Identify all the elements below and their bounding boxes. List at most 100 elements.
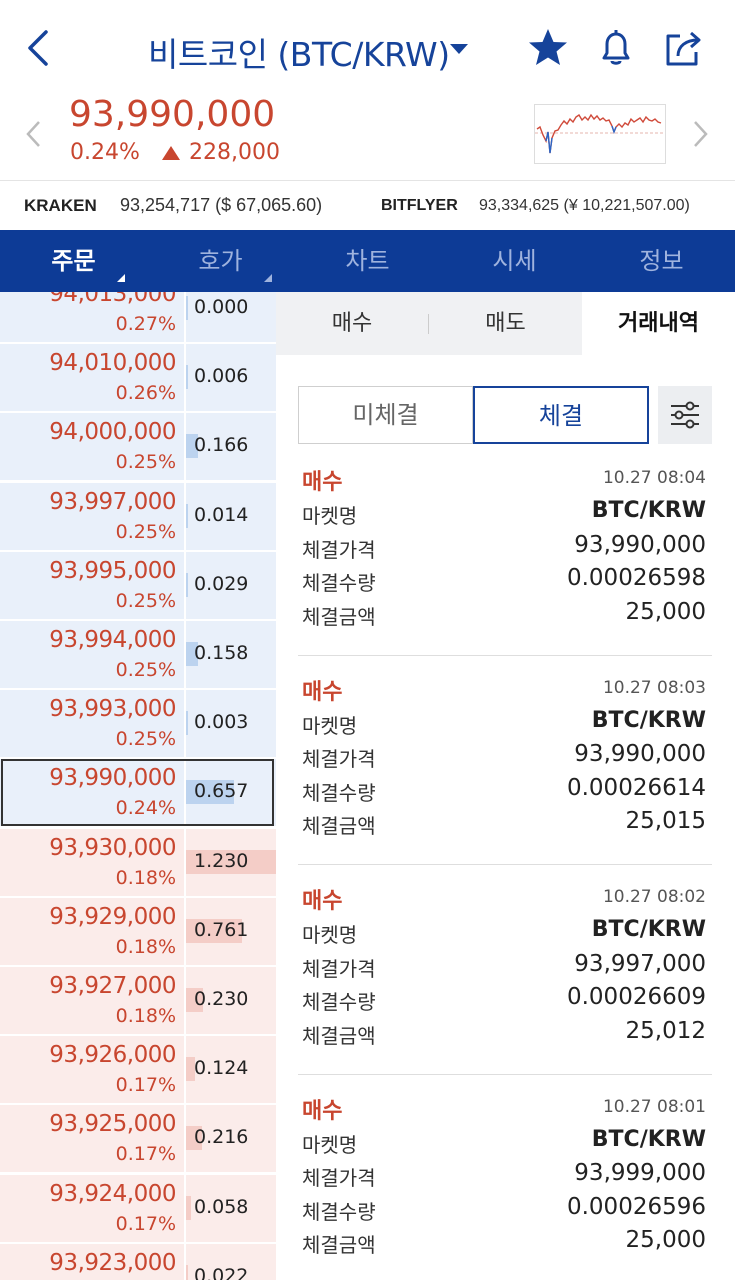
ask-row[interactable]: 93,997,000 0.25% 0.014 — [0, 482, 276, 550]
quantity-cell[interactable]: 0.006 — [186, 344, 276, 412]
tab-history[interactable]: 거래내역 — [582, 292, 735, 355]
quantity-cell[interactable]: 0.003 — [186, 690, 276, 758]
market-name-label: 마켓명 — [302, 504, 358, 528]
quantity-cell[interactable]: 0.029 — [186, 551, 276, 619]
ask-row[interactable]: 93,990,000 0.24% 0.657 — [0, 759, 276, 827]
price-cell[interactable]: 93,993,000 0.25% — [0, 690, 184, 758]
order-price: 94,000,000 — [49, 419, 176, 446]
tab-buy[interactable]: 매수 — [331, 311, 373, 336]
filled-price: 93,990,000 — [574, 531, 706, 558]
market-title[interactable]: 비트코인 (BTC/KRW) — [148, 35, 450, 74]
order-price: 93,930,000 — [49, 834, 176, 861]
order-quantity: 0.166 — [194, 434, 249, 457]
price-cell[interactable]: 93,930,000 0.18% — [0, 828, 184, 896]
ask-row[interactable]: 93,994,000 0.25% 0.158 — [0, 621, 276, 688]
share-icon[interactable] — [662, 26, 706, 70]
star-icon[interactable] — [526, 26, 570, 70]
tab-chart[interactable]: 차트 — [294, 230, 441, 292]
tab-market-price[interactable]: 시세 — [441, 230, 588, 292]
order-quantity: 0.230 — [194, 988, 249, 1010]
price-cell[interactable]: 93,926,000 0.17% — [0, 1036, 184, 1104]
trade-type: 매수 — [302, 889, 343, 914]
tab-order[interactable]: 주문 — [0, 230, 147, 292]
quantity-cell[interactable]: 0.158 — [186, 621, 276, 688]
ask-row[interactable]: 93,993,000 0.25% 0.003 — [0, 690, 276, 758]
filled-price: 93,990,000 — [574, 741, 706, 767]
exchange-name: KRAKEN — [24, 196, 97, 215]
chevron-left-icon[interactable] — [24, 118, 44, 150]
ask-row[interactable]: 94,010,000 0.26% 0.006 — [0, 344, 276, 412]
market-name-label: 마켓명 — [302, 1132, 358, 1157]
chevron-down-icon[interactable] — [450, 44, 468, 54]
quantity-cell[interactable]: 0.216 — [186, 1105, 276, 1173]
ask-row[interactable]: 94,013,000 0.27% 0.000 — [0, 292, 276, 342]
price-cell[interactable]: 93,927,000 0.18% — [0, 967, 184, 1034]
price-cell[interactable]: 93,990,000 0.24% — [0, 759, 184, 827]
quantity-cell[interactable]: 0.657 — [186, 759, 276, 827]
chevron-right-icon[interactable] — [690, 118, 710, 150]
filled-amount-label: 체결금액 — [302, 814, 376, 838]
price-cell[interactable]: 93,995,000 0.25% — [0, 551, 184, 619]
price-cell[interactable]: 93,994,000 0.25% — [0, 621, 184, 688]
volume-bar — [186, 642, 198, 666]
filled-orders-button[interactable]: 체결 — [473, 386, 649, 444]
ask-row[interactable]: 94,000,000 0.25% 0.166 — [0, 413, 276, 481]
current-price-highlight — [1, 759, 274, 827]
bid-row[interactable]: 93,927,000 0.18% 0.230 — [0, 967, 276, 1034]
trade-time: 10.27 08:03 — [602, 677, 706, 698]
quantity-cell[interactable]: 0.166 — [186, 413, 276, 481]
filled-amount: 25,015 — [625, 808, 706, 834]
price-cell[interactable]: 93,929,000 0.18% — [0, 897, 184, 965]
bid-row[interactable]: 93,925,000 0.17% 0.216 — [0, 1105, 276, 1173]
trade-time: 10.27 08:01 — [602, 1096, 706, 1117]
quantity-cell[interactable]: 1.230 — [186, 828, 276, 896]
price-cell[interactable]: 93,923,000 — [0, 1243, 184, 1280]
filled-price: 93,999,000 — [574, 1160, 706, 1186]
price-cell[interactable]: 93,997,000 0.25% — [0, 482, 184, 550]
price-cell[interactable]: 94,010,000 0.26% — [0, 344, 184, 412]
tab-info[interactable]: 정보 — [588, 230, 735, 292]
trade-card[interactable]: 매수 10.27 08:04 마켓명 BTC/KRW 체결가격 93,990,000 체결수… — [298, 464, 712, 664]
filled-quantity-label: 체결수량 — [302, 990, 376, 1014]
volume-bar — [186, 1264, 188, 1280]
order-price: 93,994,000 — [49, 627, 176, 653]
bid-row[interactable]: 93,923,000 0.022 — [0, 1243, 276, 1280]
filled-price-label: 체결가격 — [302, 537, 376, 562]
quantity-cell[interactable]: 0.000 — [186, 292, 276, 342]
trade-type: 매수 — [302, 1098, 343, 1124]
quantity-cell[interactable]: 0.014 — [186, 482, 276, 550]
filter-icon[interactable] — [658, 386, 712, 444]
quantity-cell[interactable]: 0.058 — [186, 1174, 276, 1242]
bid-row[interactable]: 93,926,000 0.17% 0.124 — [0, 1036, 276, 1104]
ask-row[interactable]: 93,995,000 0.25% 0.029 — [0, 551, 276, 619]
trade-card[interactable]: 매수 10.27 08:02 마켓명 BTC/KRW 체결가격 93,997,000 체결수… — [298, 883, 712, 1083]
mini-chart[interactable] — [534, 104, 666, 164]
price-cell[interactable]: 93,925,000 0.17% — [0, 1105, 184, 1173]
trade-card[interactable]: 매수 10.27 08:01 마켓명 BTC/KRW 체결가격 93,999,000 체결수… — [298, 1093, 712, 1280]
quantity-cell[interactable]: 0.761 — [186, 897, 276, 965]
trade-card[interactable]: 매수 10.27 08:03 마켓명 BTC/KRW 체결가격 93,990,000 체결수… — [298, 674, 712, 874]
back-icon[interactable] — [22, 26, 62, 70]
orderbook[interactable]: 94,013,000 0.27% 0.000 94,010,000 0.26% 0.006… — [0, 292, 276, 1280]
tab-sell[interactable]: 매도 — [485, 311, 526, 336]
order-quantity: 0.657 — [194, 780, 249, 803]
quantity-cell[interactable]: 0.230 — [186, 967, 276, 1034]
quantity-cell[interactable]: 0.022 — [186, 1243, 276, 1280]
trade-time: 10.27 08:02 — [602, 887, 706, 907]
order-percent: 0.25% — [115, 451, 176, 474]
bid-row[interactable]: 93,924,000 0.17% 0.058 — [0, 1174, 276, 1242]
tab-label: 호가 — [198, 247, 243, 275]
volume-bar — [186, 1057, 195, 1082]
top-bar: 비트코인 (BTC/KRW) — [0, 0, 735, 95]
bid-row[interactable]: 93,929,000 0.18% 0.761 — [0, 897, 276, 965]
pending-orders-button[interactable]: 미체결 — [298, 386, 473, 444]
tab-orderbook[interactable]: 호가 — [147, 230, 294, 292]
volume-bar — [186, 1126, 202, 1151]
price-cell[interactable]: 93,924,000 0.17% — [0, 1174, 184, 1242]
bid-row[interactable]: 93,930,000 0.18% 1.230 — [0, 828, 276, 896]
quantity-cell[interactable]: 0.124 — [186, 1036, 276, 1104]
order-percent: 0.25% — [115, 659, 176, 681]
bell-icon[interactable] — [594, 26, 638, 70]
price-cell[interactable]: 94,013,000 0.27% — [0, 292, 184, 342]
price-cell[interactable]: 94,000,000 0.25% — [0, 413, 184, 481]
